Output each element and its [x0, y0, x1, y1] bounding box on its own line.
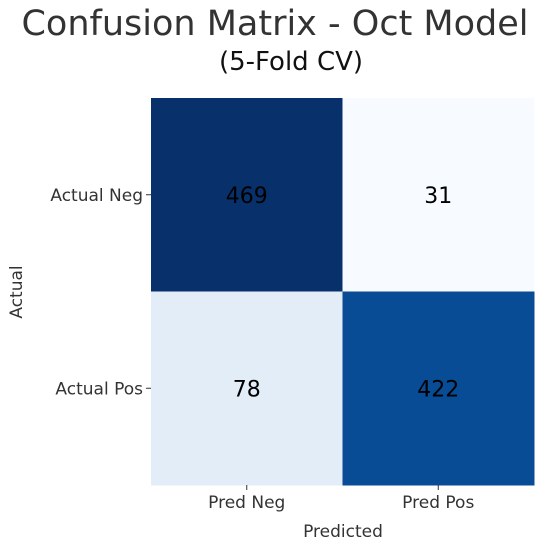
cell-value-label: 31 — [424, 184, 452, 209]
cell-value-label: 78 — [233, 377, 261, 402]
y-axis-label: Actual — [7, 265, 27, 318]
cell-value-label: 422 — [417, 377, 459, 402]
cell-annotations: 469 31 78 422 — [226, 184, 460, 403]
cell-value-label: 469 — [226, 184, 268, 209]
y-tick-label: Actual Pos — [55, 379, 143, 399]
y-tick-label: Actual Neg — [50, 186, 143, 206]
heatmap-cell — [342, 98, 535, 292]
heatmap-cell — [151, 291, 343, 486]
chart-title: Confusion Matrix - Oct Model — [21, 4, 529, 44]
y-axis: Actual Neg Actual Pos — [50, 186, 151, 399]
chart-subtitle: (5-Fold CV) — [218, 47, 364, 77]
x-tick-label: Pred Neg — [208, 493, 285, 513]
x-axis: Pred Neg Pred Pos — [208, 485, 474, 513]
heatmap-cells — [151, 98, 535, 486]
x-axis-label: Predicted — [303, 522, 383, 542]
heatmap-cell — [342, 291, 535, 486]
heatmap-cell — [151, 98, 343, 292]
x-tick-label: Pred Pos — [402, 493, 474, 513]
